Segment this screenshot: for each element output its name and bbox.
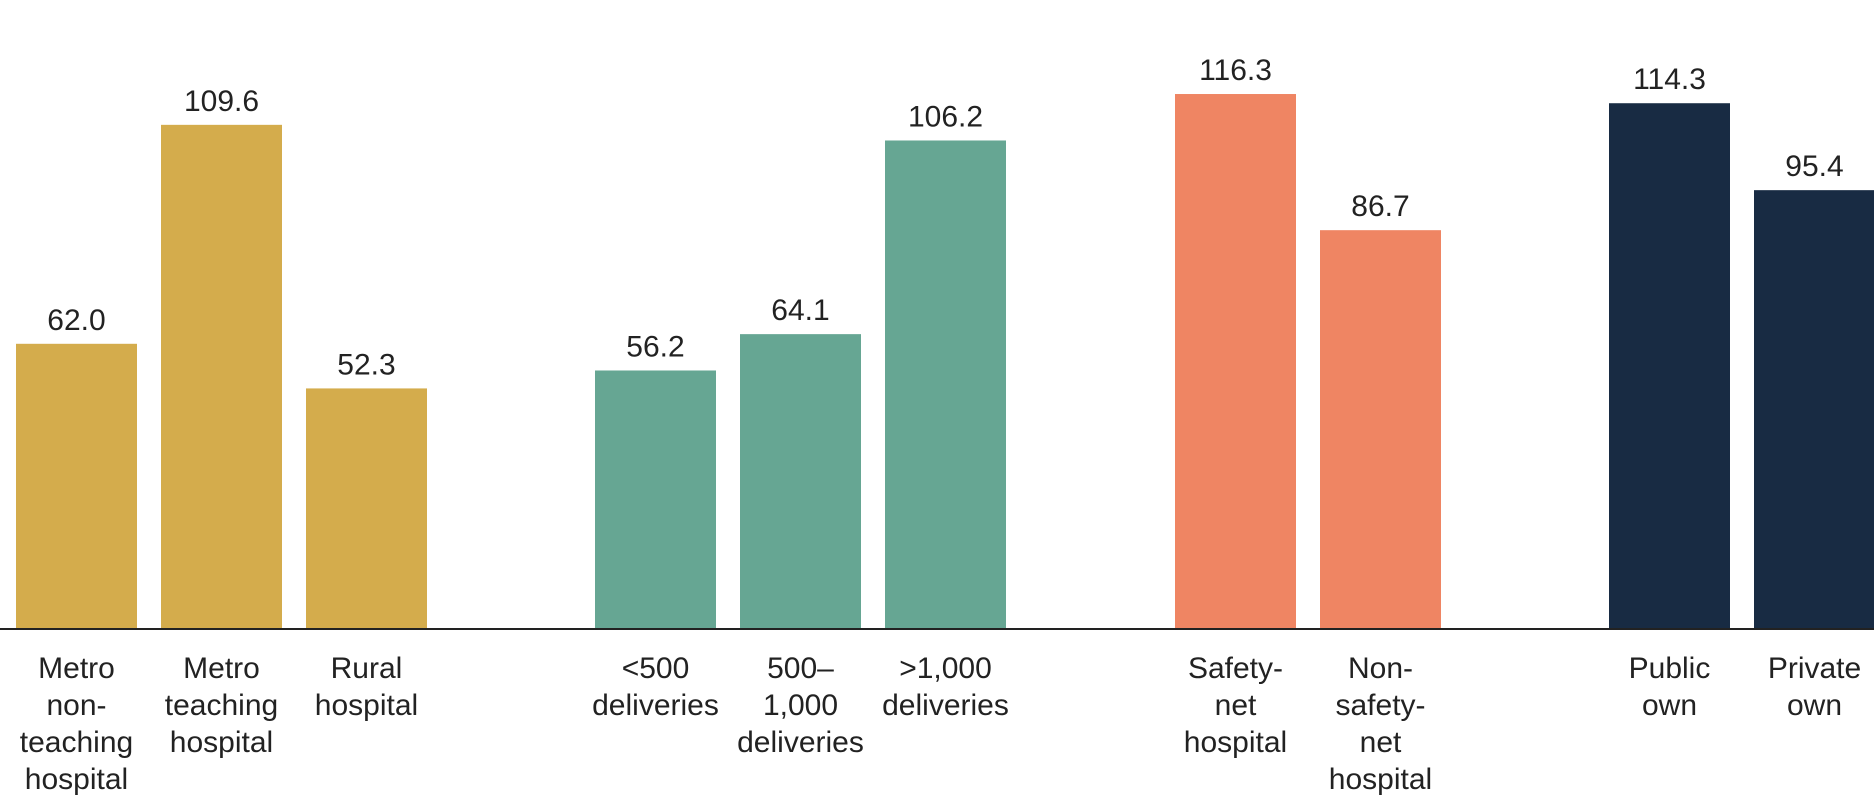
category-label-line: Non- bbox=[1348, 652, 1413, 685]
bars-layer bbox=[16, 94, 1874, 630]
data-label: 95.4 bbox=[1785, 150, 1843, 183]
category-label-line: <500 bbox=[622, 652, 690, 685]
category-label-line: Public bbox=[1629, 652, 1711, 685]
bar bbox=[306, 388, 427, 629]
bar bbox=[885, 140, 1006, 630]
category-label: Non-safety-net hospital bbox=[1329, 652, 1432, 796]
category-label-line: Rural bbox=[331, 652, 403, 685]
category-label: Rural hospital bbox=[315, 652, 418, 722]
category-label-line: hospital bbox=[170, 726, 273, 759]
data-label: 52.3 bbox=[337, 348, 395, 381]
category-label-line: Metro bbox=[38, 652, 115, 685]
category-labels-layer: Metro non-teaching hospital Metro teaching ho… bbox=[20, 652, 1861, 796]
category-label-line: Safety- bbox=[1188, 652, 1283, 685]
category-label-line: non- bbox=[46, 689, 106, 722]
category-label-line: hospital bbox=[1329, 763, 1432, 796]
category-label-line: deliveries bbox=[592, 689, 719, 722]
data-label: 106.2 bbox=[908, 100, 983, 133]
bar bbox=[16, 343, 137, 629]
category-label-line: teaching bbox=[20, 726, 133, 759]
data-label: 64.1 bbox=[771, 294, 829, 327]
category-label-line: >1,000 bbox=[899, 652, 992, 685]
category-label-line: hospital bbox=[1184, 726, 1287, 759]
category-label-line: hospital bbox=[25, 763, 128, 796]
category-label-line: teaching bbox=[165, 689, 278, 722]
data-label: 62.0 bbox=[47, 304, 105, 337]
category-label-line: Private bbox=[1768, 652, 1861, 685]
category-label: 500– 1,000 deliveries bbox=[737, 652, 864, 759]
bar bbox=[161, 124, 282, 629]
bar bbox=[1175, 94, 1296, 629]
category-label-line: safety- bbox=[1335, 689, 1425, 722]
bar bbox=[595, 370, 716, 629]
category-label-line: own bbox=[1642, 689, 1697, 722]
category-label-line: 1,000 bbox=[763, 689, 838, 722]
bar bbox=[1754, 190, 1874, 629]
category-label: Metro teaching hospital bbox=[165, 652, 278, 759]
category-label-line: deliveries bbox=[737, 726, 864, 759]
category-label-line: Metro bbox=[183, 652, 260, 685]
data-label: 116.3 bbox=[1199, 54, 1272, 87]
category-label: Public own bbox=[1629, 652, 1711, 722]
category-label-line: net bbox=[1360, 726, 1402, 759]
data-label: 56.2 bbox=[626, 330, 684, 363]
data-label: 109.6 bbox=[184, 85, 259, 118]
category-label: Private own bbox=[1768, 652, 1861, 722]
data-label: 114.3 bbox=[1633, 63, 1706, 96]
bar bbox=[1320, 230, 1441, 629]
category-label: >1,000 deliveries bbox=[882, 652, 1009, 722]
bar bbox=[740, 334, 861, 629]
category-label: Safety-net hospital bbox=[1184, 652, 1287, 759]
category-label-line: net bbox=[1215, 689, 1257, 722]
category-label: <500 deliveries bbox=[592, 652, 719, 722]
value-labels-layer: 62.0 109.6 52.3 56.2 64.1 106.2 116.3 86.7 114.3… bbox=[47, 54, 1843, 381]
category-label-line: 500– bbox=[767, 652, 834, 685]
data-label: 86.7 bbox=[1351, 190, 1409, 223]
category-label: Metro non-teaching hospital bbox=[20, 652, 133, 796]
category-label-line: hospital bbox=[315, 689, 418, 722]
bar bbox=[1609, 103, 1730, 630]
category-label-line: own bbox=[1787, 689, 1842, 722]
category-label-line: deliveries bbox=[882, 689, 1009, 722]
